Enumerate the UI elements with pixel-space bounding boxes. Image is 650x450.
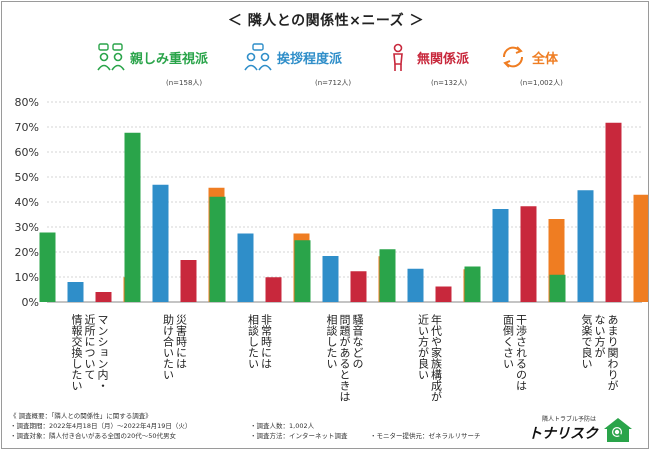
bar xyxy=(633,194,648,302)
survey-provider: ・モニター提供元：ゼネラルリサーチ xyxy=(370,432,481,440)
bar xyxy=(407,268,424,302)
brand-tagline: 隣人トラブル予防は xyxy=(541,416,596,423)
bar xyxy=(350,271,367,302)
x-category-line: ない方が xyxy=(593,314,606,358)
bar xyxy=(520,206,537,302)
legend-n-overall: (n=1,002人) xyxy=(520,79,563,87)
legend-n-unrelated: (n=132人) xyxy=(431,79,468,87)
x-category-line: 相談したい xyxy=(247,314,260,369)
survey-row-1: ・調査期間：2022年4月18日（月）～2022年4月19日（火） ・調査人数：… xyxy=(10,421,314,431)
x-category-line: 騒音などの xyxy=(351,314,364,369)
gridlines xyxy=(47,101,642,303)
survey-period: ・調査期間：2022年4月18日（月）～2022年4月19日（火） xyxy=(10,422,192,430)
survey-count: ・調査人数：1,002人 xyxy=(250,422,315,430)
y-tick-label: 40% xyxy=(15,196,39,209)
survey-method: ・調査方法：インターネット調査 xyxy=(250,432,348,440)
x-category-line: 近い方が良い xyxy=(417,314,430,380)
legend-label-friendly: 親しみ重視派 xyxy=(130,52,209,67)
legend-item-overall: 全体 (n=1,002人) xyxy=(498,40,638,92)
x-category-line: 災害時には xyxy=(175,314,188,369)
y-tick-label: 0% xyxy=(22,296,39,309)
people-greeting-icon xyxy=(244,43,272,71)
y-tick-label: 70% xyxy=(15,121,39,134)
bar xyxy=(124,132,141,302)
bars xyxy=(39,122,648,302)
x-category-line: 問題があるときは xyxy=(338,314,351,402)
bar xyxy=(492,209,509,302)
x-category-line: マンション内・ xyxy=(96,314,109,391)
legend-label-unrelated: 無関係派 xyxy=(417,52,470,67)
bar xyxy=(577,190,594,302)
bar xyxy=(265,277,282,302)
survey-target: ・調査対象：隣人付き合いがある全国の20代～50代男女 xyxy=(10,432,177,440)
x-category-line: 近所について xyxy=(83,314,96,380)
x-category-line: 非常時には xyxy=(260,314,273,369)
bar xyxy=(95,292,112,302)
legend-item-greeting: 挨拶程度派 (n=712人) xyxy=(243,40,383,92)
survey-heading: 《 調査概要：「隣人との関係性」に関する調査》 xyxy=(10,412,152,420)
x-category-line: 年代や家族構成が xyxy=(430,313,443,402)
bar xyxy=(237,233,254,302)
bar xyxy=(39,232,56,302)
y-tick-label: 80% xyxy=(15,96,39,109)
y-tick-label: 50% xyxy=(15,171,39,184)
legend-n-friendly: (n=158人) xyxy=(166,79,203,87)
legend-item-friendly: 親しみ重視派 (n=158人) xyxy=(96,40,236,92)
people-chat-icon xyxy=(97,43,125,71)
brand: 隣人トラブル予防は トナリスク xyxy=(508,414,638,446)
survey-summary: 《 調査概要：「隣人との関係性」に関する調査》 ・調査期間：2022年4月18日… xyxy=(10,411,481,441)
bar xyxy=(152,184,169,302)
bar xyxy=(549,274,566,302)
house-magnifier-logo xyxy=(604,418,632,442)
y-tick-label: 30% xyxy=(15,221,39,234)
legend-label-greeting: 挨拶程度派 xyxy=(277,52,343,67)
y-tick-label: 60% xyxy=(15,146,39,159)
x-category-line: 相談したい xyxy=(325,314,338,369)
y-tick-label: 10% xyxy=(15,271,39,284)
x-category-line: 面倒くさい xyxy=(502,314,515,369)
bar xyxy=(435,286,452,302)
bar xyxy=(67,282,84,302)
x-category-line: あまり関わりが xyxy=(606,314,619,391)
bar xyxy=(379,249,396,302)
x-category-line: 気楽で良い xyxy=(580,313,593,369)
x-category-line: 干渉されるのは xyxy=(515,314,528,391)
y-axis-ticks: 80% 70% 60% 50% 40% 30% 20% 10% 0% xyxy=(15,96,39,309)
bar xyxy=(322,256,339,302)
legend-label-overall: 全体 xyxy=(532,52,559,67)
bar xyxy=(209,196,226,302)
legend-n-greeting: (n=712人) xyxy=(315,79,352,87)
bar xyxy=(294,240,311,302)
legend: 親しみ重視派 (n=158人) 挨拶程度派 (n=712人) 無関係派 (n=1… xyxy=(2,40,648,92)
y-tick-label: 20% xyxy=(15,246,39,259)
bar xyxy=(180,260,197,302)
legend-item-unrelated: 無関係派 (n=132人) xyxy=(383,40,523,92)
bar xyxy=(464,266,481,302)
x-category-line: 情報交換したい xyxy=(70,314,83,391)
chart-title: ＜ 隣人との関係性×ニーズ ＞ xyxy=(227,13,425,29)
x-category-line: 助け合いたい xyxy=(162,313,175,380)
bar-chart: 80% 70% 60% 50% 40% 30% 20% 10% 0% マンション内・近所について… xyxy=(15,96,648,402)
brand-name: トナリスク xyxy=(528,426,598,442)
bar xyxy=(605,122,622,302)
survey-row-2: ・調査対象：隣人付き合いがある全国の20代～50代男女 ・調査方法：インターネッ… xyxy=(10,431,481,441)
refresh-cycle-icon xyxy=(502,46,524,68)
person-alone-icon xyxy=(393,43,403,71)
